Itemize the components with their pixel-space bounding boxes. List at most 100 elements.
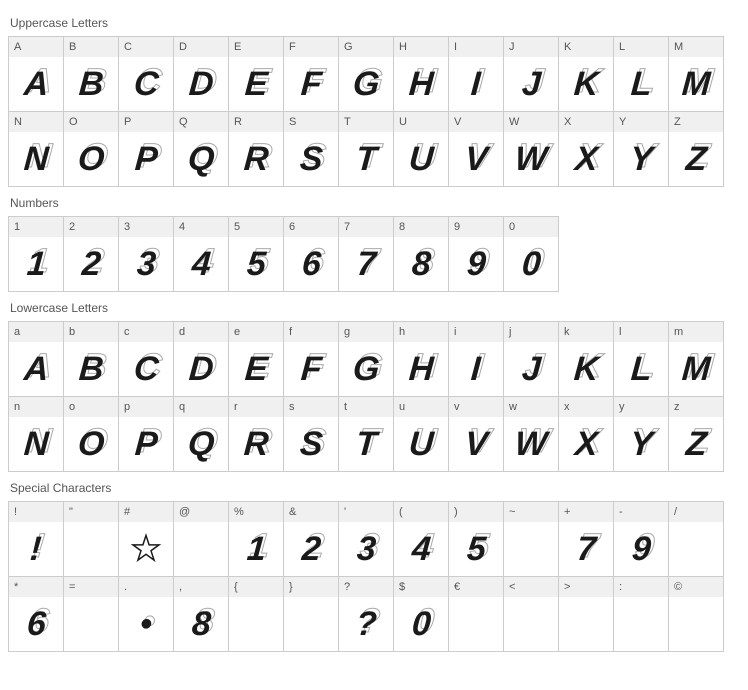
glyph-cell-display: Z xyxy=(669,417,723,471)
glyph-cell: 99 xyxy=(448,216,504,292)
glyph-character: ? xyxy=(354,607,377,641)
glyph-cell: tT xyxy=(338,396,394,472)
glyph-character: E xyxy=(243,352,268,386)
glyph-character: F xyxy=(299,352,322,386)
glyph-character: Z xyxy=(684,427,707,461)
glyph-cell: DD xyxy=(173,36,229,112)
glyph-cell-label: k xyxy=(559,322,613,342)
glyph-cell-display: 3 xyxy=(339,522,393,576)
glyph-character: T xyxy=(354,427,377,461)
glyph-cell-display xyxy=(174,522,228,576)
glyph-character: O xyxy=(77,142,106,176)
glyph-character: 6 xyxy=(25,607,46,641)
glyph-cell-label: R xyxy=(229,112,283,132)
glyph-character: D xyxy=(188,67,215,101)
glyph-cell-display: K xyxy=(559,342,613,396)
glyph-cell-label: = xyxy=(64,577,118,597)
glyph-cell-display: U xyxy=(394,417,448,471)
glyph-cell-display: 8 xyxy=(394,237,448,291)
glyph-cell-label: n xyxy=(9,397,63,417)
grid-uppercase: AABBCCDDEEFFGGHHIIJJKKLLMMNNOOPPQQRRSSTT… xyxy=(8,36,740,186)
glyph-cell: BB xyxy=(63,36,119,112)
glyph-cell: ~ xyxy=(503,501,559,577)
glyph-cell: rR xyxy=(228,396,284,472)
glyph-character: J xyxy=(520,67,541,101)
glyph-cell: KK xyxy=(558,36,614,112)
glyph-character: B xyxy=(78,352,105,386)
glyph-cell-label: ? xyxy=(339,577,393,597)
glyph-cell-label: U xyxy=(394,112,448,132)
glyph-cell-label: O xyxy=(64,112,118,132)
glyph-cell-label: a xyxy=(9,322,63,342)
glyph-character: L xyxy=(629,352,652,386)
glyph-character: V xyxy=(463,427,488,461)
glyph-cell-display: M xyxy=(669,57,723,111)
glyph-cell-label: * xyxy=(9,577,63,597)
glyph-character: H xyxy=(408,352,435,386)
glyph-character: J xyxy=(520,352,541,386)
section-title-special: Special Characters xyxy=(10,481,740,495)
glyph-cell-label: B xyxy=(64,37,118,57)
glyph-cell-label: $ xyxy=(394,577,448,597)
glyph-cell-display: H xyxy=(394,57,448,111)
glyph-cell: +7 xyxy=(558,501,614,577)
glyph-cell: nN xyxy=(8,396,64,472)
glyph-cell-display: O xyxy=(64,417,118,471)
glyph-character: A xyxy=(23,352,50,386)
glyph-character: C xyxy=(133,67,160,101)
glyph-cell-display xyxy=(504,522,558,576)
glyph-cell: (4 xyxy=(393,501,449,577)
glyph-cell-label: e xyxy=(229,322,283,342)
glyph-cell: '3 xyxy=(338,501,394,577)
glyph-cell-label: & xyxy=(284,502,338,522)
glyph-cell-display: L xyxy=(614,342,668,396)
glyph-cell: 77 xyxy=(338,216,394,292)
glyph-cell-label: y xyxy=(614,397,668,417)
glyph-cell-label: > xyxy=(559,577,613,597)
glyph-cell-display: 3 xyxy=(119,237,173,291)
glyph-cell-label: d xyxy=(174,322,228,342)
glyph-cell-label: 1 xyxy=(9,217,63,237)
glyph-cell: lL xyxy=(613,321,669,397)
glyph-character: N xyxy=(23,427,50,461)
glyph-character: 3 xyxy=(135,247,156,281)
glyph-cell-label: o xyxy=(64,397,118,417)
glyph-character: U xyxy=(408,142,435,176)
glyph-cell-label: Y xyxy=(614,112,668,132)
glyph-cell-label: G xyxy=(339,37,393,57)
glyph-character: 0 xyxy=(410,607,431,641)
glyph-character: Q xyxy=(187,427,216,461)
glyph-cell: !! xyxy=(8,501,64,577)
glyph-cell: } xyxy=(283,576,339,652)
glyph-cell: uU xyxy=(393,396,449,472)
glyph-character: 1 xyxy=(245,532,266,566)
glyph-cell-label: x xyxy=(559,397,613,417)
glyph-cell: ?? xyxy=(338,576,394,652)
glyph-cell-display: S xyxy=(284,132,338,186)
glyph-cell-label: S xyxy=(284,112,338,132)
glyph-cell-label: f xyxy=(284,322,338,342)
glyph-cell-label: # xyxy=(119,502,173,522)
glyph-cell-label: T xyxy=(339,112,393,132)
glyph-character: X xyxy=(573,142,598,176)
glyph-cell-display: T xyxy=(339,417,393,471)
glyph-character: Z xyxy=(684,142,707,176)
glyph-cell-display: X xyxy=(559,132,613,186)
glyph-character: Q xyxy=(187,142,216,176)
glyph-cell: MM xyxy=(668,36,724,112)
glyph-cell: pP xyxy=(118,396,174,472)
glyph-character: D xyxy=(188,352,215,386)
grid-numbers: 11223344556677889900 xyxy=(8,216,740,291)
glyph-cell: oO xyxy=(63,396,119,472)
glyph-cell: CC xyxy=(118,36,174,112)
glyph-cell-display: N xyxy=(9,417,63,471)
glyph-cell: $0 xyxy=(393,576,449,652)
glyph-cell-label: j xyxy=(504,322,558,342)
glyph-cell-display: R xyxy=(229,132,283,186)
glyph-character: W xyxy=(514,427,548,461)
glyph-cell-display: R xyxy=(229,417,283,471)
glyph-cell: AA xyxy=(8,36,64,112)
glyph-character: ! xyxy=(29,532,43,566)
glyph-cell-display: F xyxy=(284,342,338,396)
glyph-cell: QQ xyxy=(173,111,229,187)
